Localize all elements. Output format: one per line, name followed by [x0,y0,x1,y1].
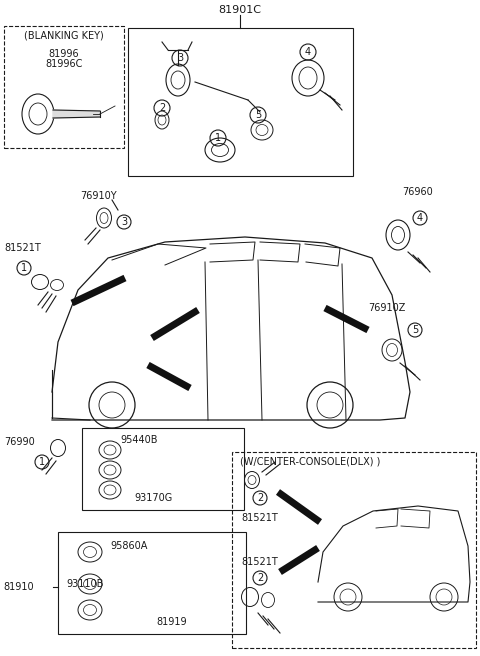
Text: 93110B: 93110B [66,579,103,589]
Text: 1: 1 [215,133,221,143]
Text: 95860A: 95860A [110,541,147,551]
Text: 81996: 81996 [48,49,79,59]
Polygon shape [53,110,100,118]
Bar [128,28,353,176]
Text: 4: 4 [305,47,311,57]
Text: 81910: 81910 [3,582,34,592]
Text: 2: 2 [159,103,165,113]
Text: 81901C: 81901C [218,5,262,15]
Text: 5: 5 [255,110,261,120]
Text: 81521T: 81521T [241,557,278,567]
Text: 2: 2 [257,493,263,503]
Bar [58,532,246,634]
Text: 81521T: 81521T [241,513,278,523]
Text: 4: 4 [417,213,423,223]
Text: 81919: 81919 [156,617,187,627]
Text: 76910Z: 76910Z [368,303,406,313]
Text: 76910Y: 76910Y [80,191,117,201]
Text: (BLANKING KEY): (BLANKING KEY) [24,31,104,41]
Text: 3: 3 [121,217,127,227]
Text: 3: 3 [177,53,183,63]
Text: 81521T: 81521T [4,243,41,253]
Text: 76960: 76960 [402,187,433,197]
Text: 5: 5 [412,325,418,335]
Text: (W/CENTER-CONSOLE(DLX) ): (W/CENTER-CONSOLE(DLX) ) [240,457,380,467]
Text: 76990: 76990 [4,437,35,447]
Text: 1: 1 [39,457,45,467]
Bar [82,428,244,510]
Bar [232,452,476,648]
Text: 81996C: 81996C [45,59,83,69]
Text: 93170G: 93170G [134,493,172,503]
Text: 95440B: 95440B [120,435,157,445]
Text: 1: 1 [21,263,27,273]
Text: 2: 2 [257,573,263,583]
Bar [4,26,124,148]
